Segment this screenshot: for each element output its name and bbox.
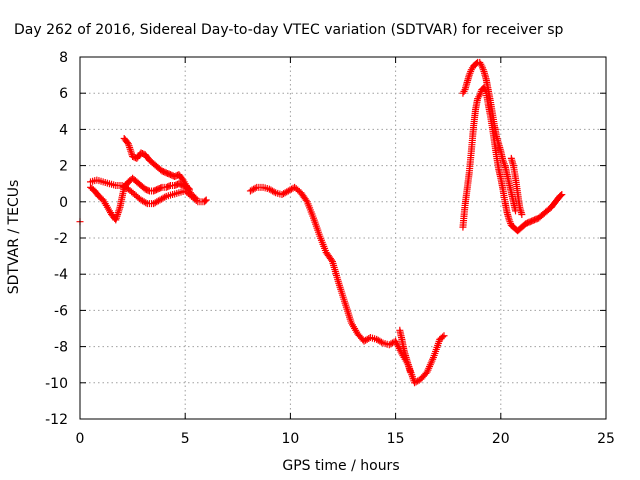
tick-labels: 0 5 10 15 20 25 -12 -10 -8 -6 -4 -2 0 2 4 6 8 — [45, 50, 615, 447]
x-tick-label: 25 — [597, 431, 615, 447]
y-axis-label: SDTVAR / TECUs — [6, 180, 22, 295]
y-tick-label: 8 — [59, 50, 68, 66]
y-tick-label: -6 — [54, 303, 68, 319]
x-tick-label: 5 — [181, 431, 190, 447]
data-segment — [459, 58, 520, 215]
x-tick-label: 20 — [492, 431, 510, 447]
data-segment — [120, 134, 200, 202]
data-point-markers — [120, 134, 200, 202]
x-tick-label: 15 — [387, 431, 405, 447]
data-point-markers — [396, 326, 414, 376]
y-tick-label: -4 — [54, 267, 68, 283]
chart-title: Day 262 of 2016, Sidereal Day-to-day VTE… — [14, 22, 564, 38]
data-segment — [87, 174, 193, 224]
x-tick-label: 10 — [281, 431, 299, 447]
data-points — [76, 58, 566, 387]
plot-frame — [79, 56, 607, 420]
data-point-markers — [87, 174, 193, 224]
data-point-markers — [507, 154, 526, 218]
grid-lines — [80, 57, 606, 419]
y-tick-label: -10 — [45, 376, 68, 392]
x-axis-label: GPS time / hours — [282, 458, 399, 474]
y-tick-label: 0 — [59, 195, 68, 211]
y-tick-label: -12 — [45, 412, 68, 428]
data-segment — [507, 154, 526, 218]
data-point-markers — [459, 58, 520, 215]
y-tick-label: 2 — [59, 159, 68, 175]
y-tick-label: 4 — [59, 122, 68, 138]
x-tick-label: 0 — [76, 431, 85, 447]
y-tick-label: -8 — [54, 340, 68, 356]
y-tick-label: -2 — [54, 231, 68, 247]
y-tick-label: 6 — [59, 86, 68, 102]
data-segment — [396, 326, 414, 376]
